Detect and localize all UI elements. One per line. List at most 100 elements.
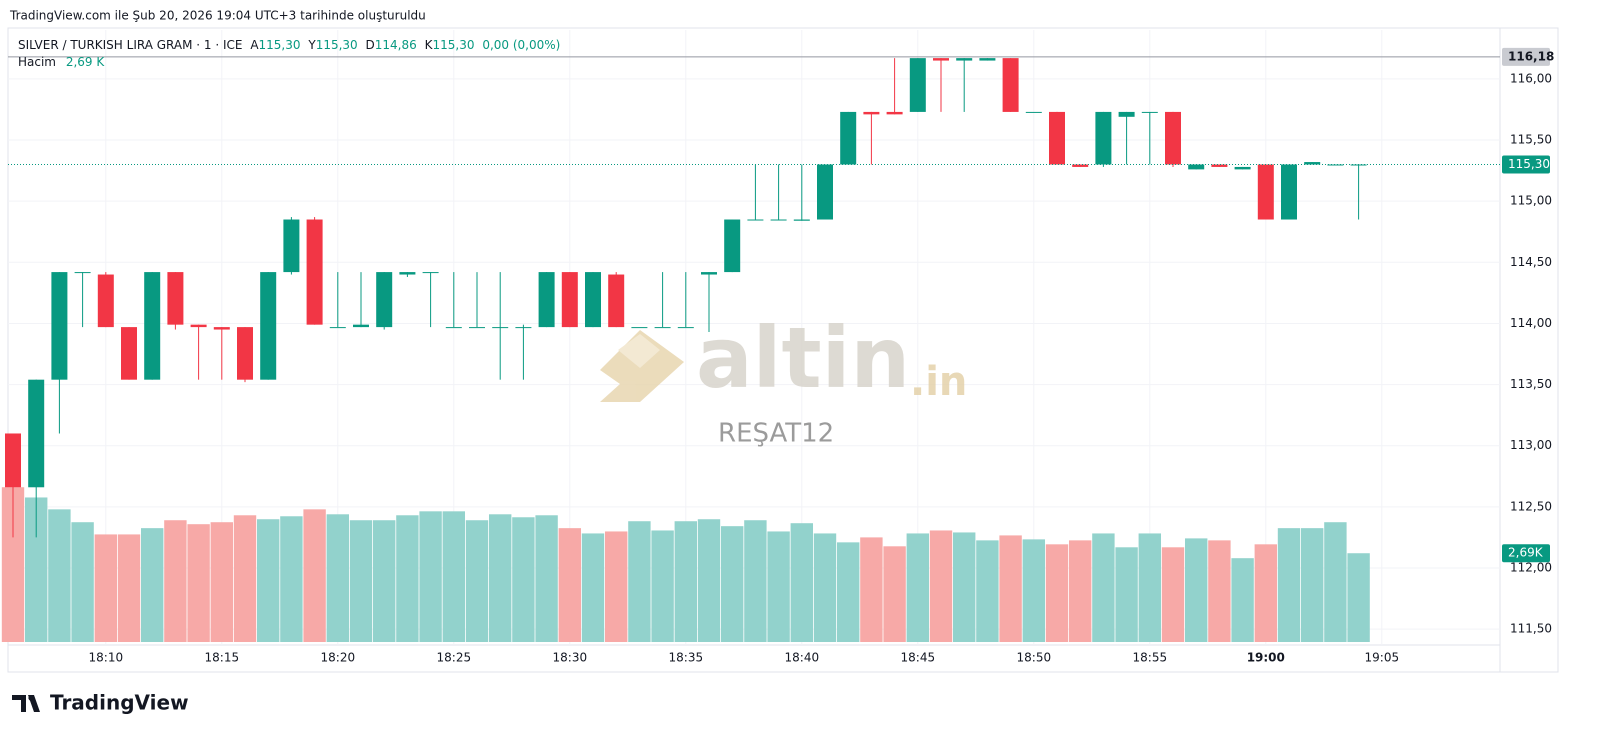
candle-body [1327,164,1344,166]
y-tick-label: 111,50 [1510,622,1552,636]
candle-body [329,327,346,329]
volume-bar [1,487,25,642]
volume-bar [303,509,326,642]
overlay: 111,50 112,00 112,50 113,00 113,50 114,00 114,… [8,47,1554,665]
volume-bar [767,531,790,642]
volume-bar [1092,533,1115,642]
volume-bar [674,521,697,642]
candle-body [1234,166,1251,170]
candle-body [1095,111,1112,165]
volume-label: Hacim [18,55,56,69]
candle-body [167,272,184,325]
candle-body [538,272,555,328]
candle-body [445,327,462,329]
volume-bar [1277,528,1301,642]
candle-body [492,327,509,329]
open-label: A [250,38,259,52]
candle-body [770,219,787,221]
y-tick-label: 113,00 [1510,438,1552,452]
volume-bar [48,509,71,642]
candle-layer [5,58,1367,538]
candle-body [1304,162,1321,165]
y-tick-label: 116,00 [1510,71,1552,85]
candle-body [1002,58,1019,112]
volume-bar [976,540,999,642]
y-tick-label: 112,00 [1510,560,1552,574]
volume-bar [906,533,929,642]
watermark: altin .in REŞAT12 [600,309,967,449]
volume-bar [790,523,813,642]
volume-bar [396,515,419,642]
volume-bar [164,520,187,642]
x-tick-label: 18:15 [205,651,240,665]
caption: TradingView.com ile Şub 20, 2026 19:04 U… [9,9,426,23]
candle-body [1165,111,1181,165]
tv-icon [12,695,40,712]
candle-body [190,324,207,328]
volume-bar [999,535,1022,642]
symbol: SILVER / TURKISH LIRA GRAM · 1 · ICE [18,38,242,52]
volume-bar [1022,539,1045,642]
candle-body [74,272,91,274]
candle-body [1025,111,1042,113]
candle-body [121,327,137,380]
volume-bar [1115,547,1138,642]
y-tick-label: 115,00 [1510,194,1552,208]
candle-body [376,272,393,328]
candle-body [979,58,996,61]
volume-bar [605,531,628,642]
watermark-suffix: .in [910,359,967,405]
chart-frame [7,27,1559,673]
volume-bar [1324,522,1347,642]
volume-bar [929,530,953,642]
volume-bar [558,528,581,642]
open-value: 115,30 [259,38,301,52]
watermark-logo-part [618,334,660,368]
volume-bar [1208,540,1231,642]
low-value: 114,86 [375,38,417,52]
candle-body [1049,111,1065,165]
volume-bar [628,521,651,642]
legend: SILVER / TURKISH LIRA GRAM · 1 · ICE A11… [18,38,560,52]
candle-body [724,219,741,273]
high-label-box [1502,47,1550,66]
high-label: 116,18 [1508,49,1554,63]
volume-bar [837,542,860,642]
close-label: K [425,38,434,52]
last-price-label: 115,30 [1508,157,1550,171]
low-label: D [366,38,375,52]
volume-bar [465,520,489,642]
x-tick-label: 18:30 [553,651,588,665]
watermark-user: REŞAT12 [718,419,834,449]
candle-body [422,272,439,274]
volume-bar [349,520,373,642]
candle-body [469,327,485,329]
x-tick-label: 18:45 [901,651,936,665]
candle-body [608,274,625,328]
volume-bar [1301,528,1324,642]
last-volume-box [1502,544,1550,563]
last-volume-label: 2,69K [1508,546,1544,560]
candle-body [654,327,671,329]
candle-body [97,274,114,328]
x-tick-label: 18:10 [89,651,124,665]
volume-bar [373,520,396,642]
candle-body [1118,111,1135,117]
volume-bar [512,517,535,642]
volume-bar [1069,540,1092,642]
volume-bar [1231,558,1254,642]
volume-bar [581,533,605,642]
footer-logo [12,695,40,712]
volume-bar [257,519,280,642]
candle-body [585,272,601,328]
volume-value: 2,69 K [66,55,106,69]
candle-body [5,433,21,488]
volume-bar [883,546,906,642]
volume-bar [860,537,883,642]
volume-bar [210,522,233,642]
x-tick-label: 18:35 [669,651,704,665]
footer-brand[interactable]: TradingView [50,691,189,715]
candle-body [353,324,369,328]
